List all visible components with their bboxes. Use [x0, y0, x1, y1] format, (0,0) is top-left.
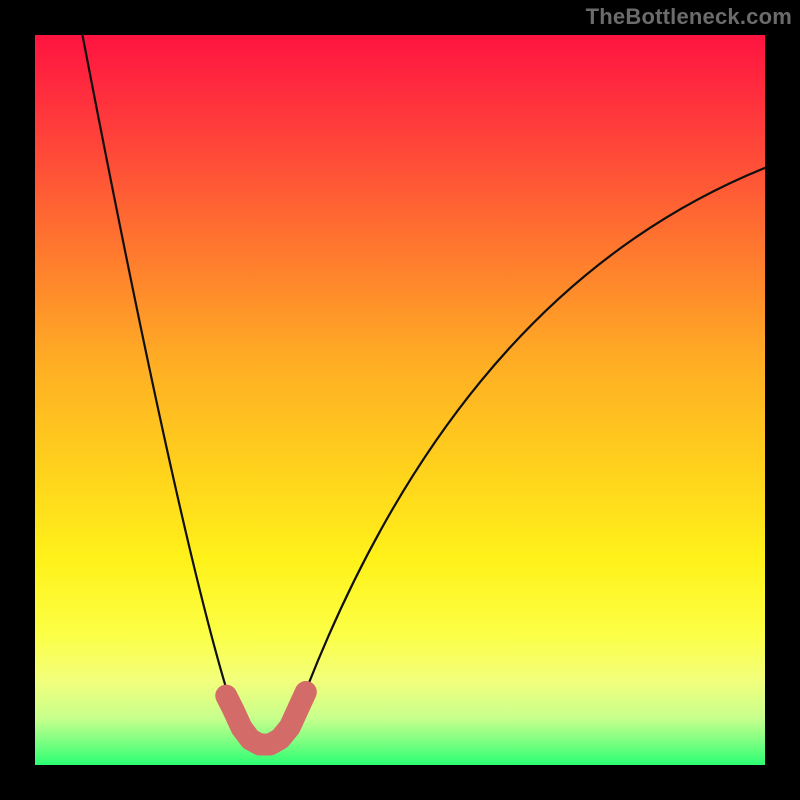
plot-background — [35, 35, 765, 765]
bottleneck-chart — [0, 0, 800, 800]
chart-canvas: TheBottleneck.com — [0, 0, 800, 800]
watermark-label: TheBottleneck.com — [586, 4, 792, 30]
